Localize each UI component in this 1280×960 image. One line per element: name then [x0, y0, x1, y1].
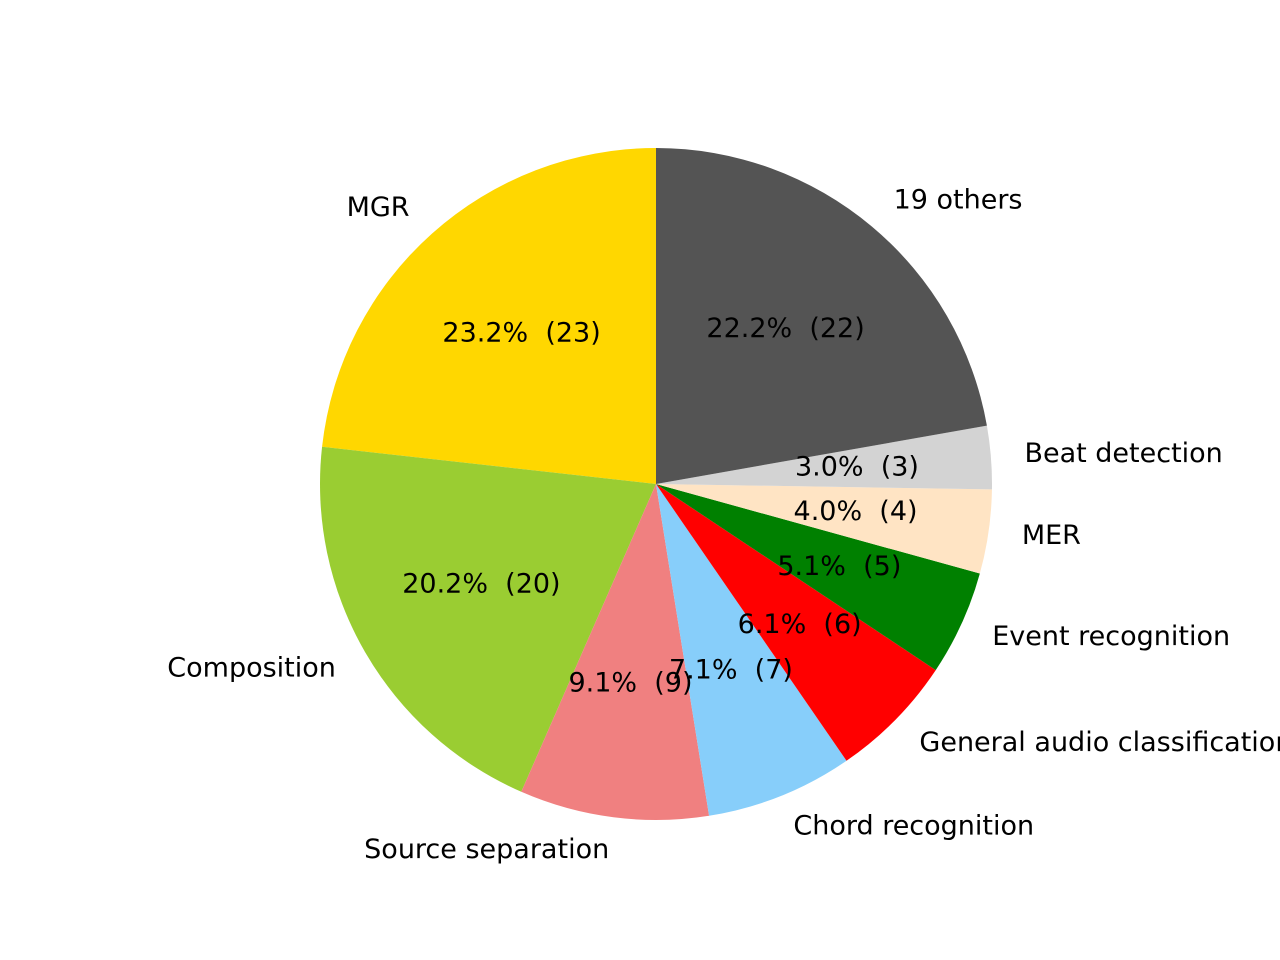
pie-slice-19-others — [656, 148, 987, 484]
slice-percent-beat-detection: 3.0% (3) — [795, 452, 919, 483]
pie-slice-beat-detection — [656, 425, 992, 490]
slice-percent-19-others: 22.2% (22) — [706, 313, 864, 344]
pie-labels: MGR 23.2% (23) Composition 20.2% (20) Source… — [167, 184, 1280, 865]
pie-slice-mgr — [322, 148, 656, 484]
slice-label-chord-recognition: Chord recognition — [793, 811, 1034, 842]
slice-percent-source-separation: 9.1% (9) — [568, 667, 692, 698]
pie-slice-composition — [320, 446, 656, 792]
slice-label-event-recognition: Event recognition — [992, 621, 1230, 652]
slice-label-mer: MER — [1022, 520, 1081, 551]
slice-label-19-others: 19 others — [894, 184, 1023, 215]
pie-slice-event-recognition — [656, 484, 980, 671]
slice-label-beat-detection: Beat detection — [1024, 438, 1222, 469]
slice-percent-chord-recognition: 7.1% (7) — [669, 655, 793, 686]
slice-label-general-audio-classification: General audio classification — [919, 727, 1280, 758]
slice-percent-mer: 4.0% (4) — [794, 496, 918, 527]
slice-percent-mgr: 23.2% (23) — [442, 317, 600, 348]
pie-slice-source-separation — [521, 484, 710, 820]
pie-slice-general-audio-classification — [656, 484, 936, 761]
slice-label-composition: Composition — [167, 652, 336, 683]
pie-slice-mer — [656, 484, 992, 574]
slice-percent-event-recognition: 5.1% (5) — [777, 551, 901, 582]
pie-slices — [320, 148, 992, 820]
slice-label-source-separation: Source separation — [364, 834, 609, 865]
slice-label-mgr: MGR — [347, 192, 410, 223]
pie-slice-chord-recognition — [656, 484, 847, 816]
slice-percent-general-audio-classification: 6.1% (6) — [738, 609, 862, 640]
slice-percent-composition: 20.2% (20) — [402, 568, 560, 599]
